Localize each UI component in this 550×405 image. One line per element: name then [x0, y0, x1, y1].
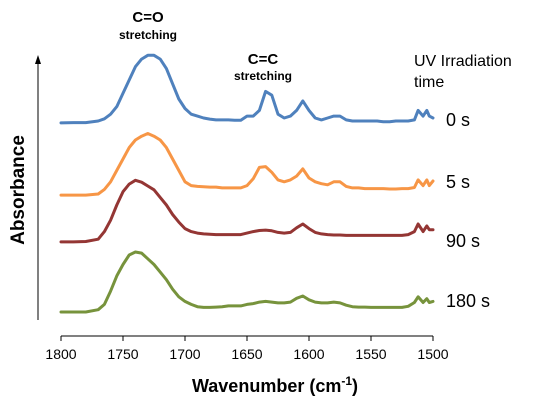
x-tick-label: 1500 [417, 346, 448, 362]
x-tick-label: 1750 [107, 346, 138, 362]
x-axis-label-superscript: -1 [341, 374, 352, 388]
y-axis-arrowhead [35, 55, 41, 64]
series-line-180s [59, 250, 435, 314]
x-tick-label: 1700 [169, 346, 200, 362]
annotation-alkene: C=C stretching [234, 51, 292, 83]
annotation-carbonyl-title: C=O [132, 9, 164, 26]
series-line-90s [59, 178, 435, 244]
series-line-5s [59, 132, 435, 197]
annotation-alkene-sub: stretching [234, 69, 292, 83]
annotation-carbonyl: C=O stretching [119, 9, 177, 42]
x-axis-ticks: 1800 1750 1700 1650 1600 1550 1500 [45, 336, 449, 362]
x-tick-label: 1800 [45, 346, 76, 362]
x-axis-label: Wavenumber (cm-1) [192, 374, 358, 396]
series-labels: 0 s 5 s 90 s 180 s [446, 110, 490, 311]
legend-title-line1: UV Irradiation [414, 53, 512, 70]
y-axis-label: Absorbance [8, 135, 29, 245]
series-group [59, 53, 435, 314]
legend-title-line2: time [414, 74, 444, 91]
annotation-alkene-title: C=C [248, 51, 279, 68]
x-tick-label: 1550 [355, 346, 386, 362]
series-label-90s: 90 s [446, 231, 480, 251]
annotation-carbonyl-sub: stretching [119, 28, 177, 42]
series-label-180s: 180 s [446, 291, 490, 311]
series-line-0s [59, 53, 435, 125]
x-tick-label: 1600 [293, 346, 324, 362]
series-label-5s: 5 s [446, 172, 470, 192]
series-label-0s: 0 s [446, 110, 470, 130]
x-tick-label: 1650 [231, 346, 262, 362]
